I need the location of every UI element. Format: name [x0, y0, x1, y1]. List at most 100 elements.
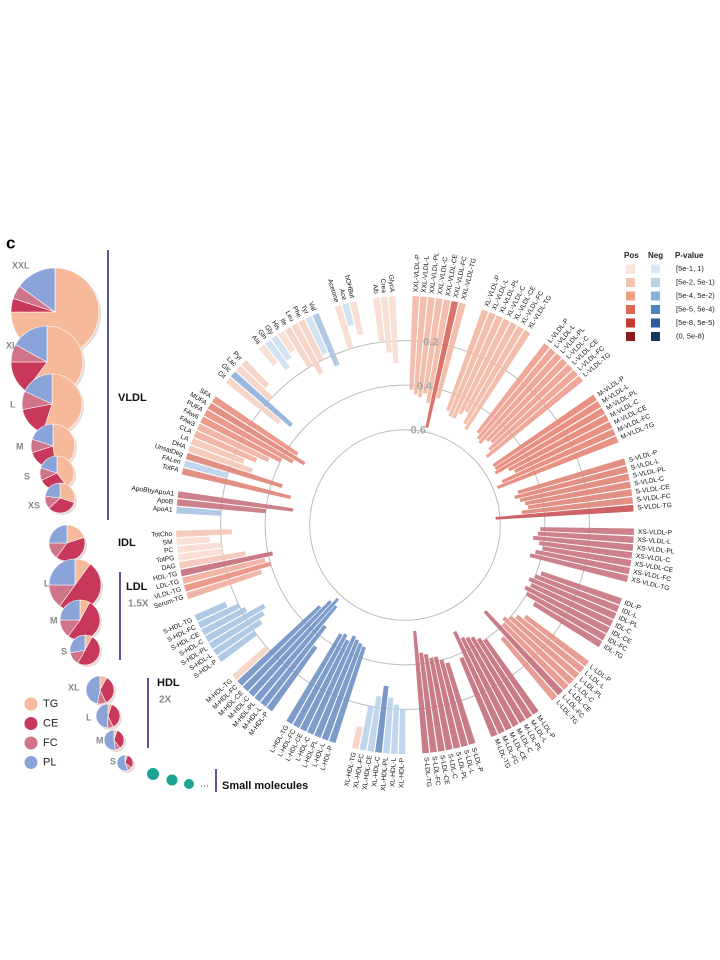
bar — [418, 297, 435, 398]
bar — [453, 630, 505, 734]
bar-label: Phe — [291, 305, 303, 319]
pie-slice — [40, 455, 58, 474]
bar-label: XS-VLDL-PL — [636, 545, 675, 556]
pie-slice — [48, 524, 68, 544]
particle-label: S — [61, 646, 67, 656]
bar — [495, 504, 634, 520]
bar — [446, 309, 489, 412]
bar-label: GlycA — [387, 275, 395, 294]
r-tick-label: 0.2 — [423, 336, 438, 348]
bar — [528, 577, 617, 620]
bar — [476, 343, 550, 434]
bar — [241, 360, 270, 389]
bar — [232, 645, 270, 681]
bar — [380, 296, 392, 353]
bar — [373, 297, 385, 343]
class-label: LDL — [126, 581, 148, 593]
legend-swatch — [651, 332, 660, 341]
bar-label: S-LDL-CE — [438, 755, 450, 786]
bar — [176, 529, 232, 538]
bar — [242, 600, 332, 692]
bar — [537, 531, 634, 544]
pie-slice — [31, 423, 54, 447]
bar — [448, 312, 496, 418]
bar-label: Tyr — [299, 304, 310, 316]
class-label: IDL — [118, 537, 136, 549]
bar — [186, 569, 263, 600]
bar — [298, 319, 324, 362]
bar — [197, 603, 241, 629]
pie-slice — [44, 482, 61, 499]
bar — [429, 657, 453, 751]
bar — [329, 646, 366, 744]
bar — [177, 542, 222, 554]
class-label: Small molecules — [222, 780, 308, 792]
pie-slice — [77, 636, 101, 666]
pie-slice — [69, 634, 86, 654]
bar — [535, 549, 630, 575]
bar — [426, 299, 451, 404]
bar — [177, 491, 294, 512]
small-molecule-dot — [147, 768, 159, 780]
r-tick-label: 0.6 — [411, 425, 426, 437]
particle-label: M — [16, 441, 24, 451]
bar-label: Ace — [338, 288, 348, 301]
bar-label: S-LDL-C — [446, 753, 458, 780]
bar — [286, 633, 343, 725]
pie-slice — [67, 602, 101, 641]
bar — [181, 467, 292, 500]
bar-label: Gly — [263, 324, 275, 337]
bar — [314, 639, 360, 738]
bar — [478, 353, 562, 445]
bar — [525, 591, 607, 641]
particle-label: XS — [28, 500, 40, 510]
bar — [463, 325, 524, 425]
bar — [398, 709, 406, 754]
class-label: HDL — [157, 677, 180, 689]
particle-label: M — [96, 735, 104, 745]
bar — [532, 535, 634, 551]
bar — [425, 300, 459, 428]
class-note: 2X — [159, 695, 172, 706]
bar-label: XL-HDL-P — [398, 757, 405, 788]
bar-label: TotCho — [151, 531, 172, 539]
bar — [179, 551, 246, 569]
legend-swatch — [626, 291, 635, 301]
bar — [423, 298, 443, 394]
small-molecule-dot — [184, 779, 194, 789]
bar — [524, 481, 631, 506]
bar — [305, 316, 328, 355]
legend-label: [5e-5, 5e-4) — [676, 304, 715, 313]
legend-swatch — [626, 278, 635, 287]
bar — [409, 296, 420, 390]
bar — [490, 364, 573, 444]
bar — [488, 369, 578, 451]
bar — [464, 329, 531, 431]
bar — [230, 371, 293, 428]
bar — [291, 323, 324, 375]
pie-slice — [59, 482, 76, 504]
bar-label: XXL-VLDL-L — [421, 255, 431, 293]
bar — [500, 636, 558, 701]
particle-label: XXL — [12, 260, 30, 270]
legend-swatch — [626, 264, 635, 274]
bar — [293, 633, 348, 728]
bar — [542, 546, 632, 567]
bar — [184, 561, 272, 592]
bar — [258, 344, 278, 366]
legend-label: [5e-8, 5e-5) — [676, 318, 715, 327]
pie-slice — [85, 675, 101, 705]
bar-label: ApoA1 — [152, 505, 173, 513]
particle-label: L — [86, 712, 92, 722]
bar-label: TotFA — [161, 463, 180, 474]
legend-label: TG — [43, 698, 58, 710]
bar — [519, 473, 630, 502]
particle-label: S — [110, 756, 116, 766]
pie-slice — [48, 497, 75, 514]
bar — [524, 585, 610, 634]
ellipsis: ··· — [200, 780, 209, 790]
bar-label: Crea — [379, 278, 387, 293]
legend-swatch — [651, 264, 660, 274]
bar-label: His — [270, 320, 281, 332]
